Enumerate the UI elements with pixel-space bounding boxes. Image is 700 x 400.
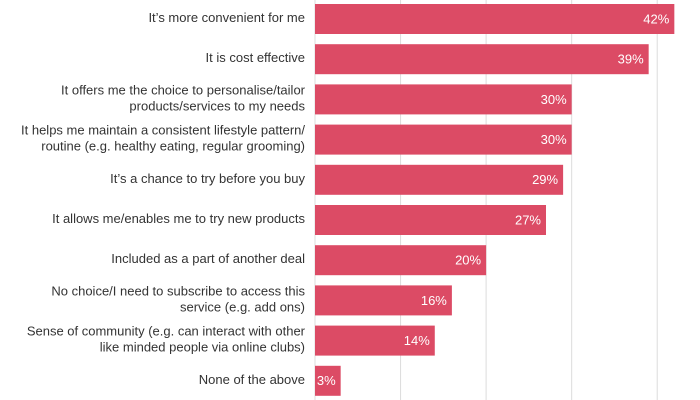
category-label: It allows me/enables me to try new produ… (52, 211, 305, 226)
bar (315, 325, 435, 356)
bar (315, 205, 546, 235)
value-label: 27% (515, 212, 541, 227)
bar (315, 84, 572, 115)
value-label: 3% (317, 373, 336, 388)
bar (315, 245, 487, 276)
category-label-line: like minded people via online clubs) (100, 340, 305, 355)
bar (315, 4, 675, 34)
bar (315, 44, 649, 75)
category-label: Included as a part of another deal (111, 252, 305, 267)
bar (315, 164, 564, 195)
value-label: 16% (421, 293, 447, 308)
bar (315, 124, 572, 155)
category-label: Sense of community (e.g. can interact wi… (27, 324, 306, 355)
bar (315, 285, 452, 316)
category-label: It is cost effective (206, 51, 305, 66)
category-label-line: It’s more convenient for me (148, 10, 305, 25)
category-label-line: products/services to my needs (129, 99, 305, 114)
category-label-line: It allows me/enables me to try new produ… (52, 211, 305, 226)
category-label-line: It is cost effective (206, 51, 305, 66)
value-label: 14% (404, 333, 430, 348)
value-label: 42% (643, 11, 669, 26)
category-label: It’s a chance to try before you buy (110, 171, 305, 186)
category-label-line: Included as a part of another deal (111, 252, 305, 267)
category-label-line: routine (e.g. healthy eating, regular gr… (41, 139, 305, 154)
value-label: 29% (532, 172, 558, 187)
category-label: It helps me maintain a consistent lifest… (21, 123, 305, 154)
category-label-line: It offers me the choice to personalise/t… (61, 83, 306, 98)
value-label: 30% (541, 92, 567, 107)
value-label: 30% (541, 132, 567, 147)
category-label-line: No choice/I need to subscribe to access … (51, 284, 305, 299)
category-label: It’s more convenient for me (148, 10, 305, 25)
value-label: 20% (455, 253, 481, 268)
category-label: It offers me the choice to personalise/t… (61, 83, 306, 114)
category-label-line: Sense of community (e.g. can interact wi… (27, 324, 306, 339)
category-label-line: It’s a chance to try before you buy (110, 171, 305, 186)
category-label-line: service (e.g. add ons) (180, 300, 305, 315)
category-label-line: It helps me maintain a consistent lifest… (21, 123, 305, 138)
category-label: No choice/I need to subscribe to access … (51, 284, 305, 315)
category-label: None of the above (199, 372, 305, 387)
value-label: 39% (618, 52, 644, 67)
bar (315, 365, 341, 396)
category-label-line: None of the above (199, 372, 305, 387)
